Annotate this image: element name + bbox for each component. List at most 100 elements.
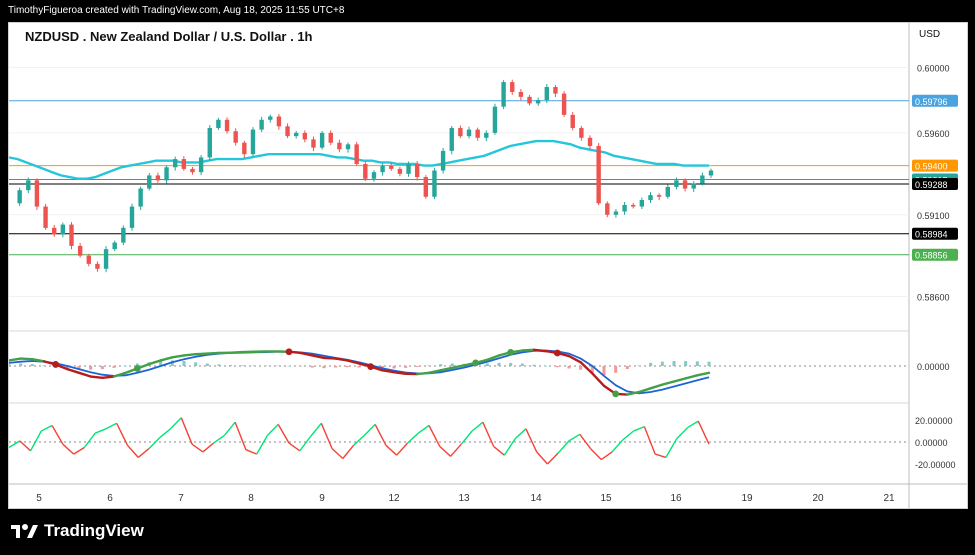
osc1-main-segment <box>579 361 594 375</box>
histogram-bar <box>77 366 81 370</box>
histogram-bar <box>30 364 34 366</box>
osc1-cross-marker <box>507 348 515 356</box>
osc1-main-segment <box>19 357 34 361</box>
candle-body <box>380 165 385 173</box>
price-tag-box <box>912 177 958 190</box>
candle-body <box>639 200 645 207</box>
osc2-segment <box>331 448 344 460</box>
histogram-bar <box>684 361 688 366</box>
osc2-segment <box>590 448 602 461</box>
histogram-bar <box>124 366 128 367</box>
histogram-bar <box>42 365 46 366</box>
osc2-segment <box>385 444 398 456</box>
osc1-main-segment <box>194 352 209 356</box>
candle-body <box>190 168 195 173</box>
chart-title: NZDUSD . New Zealand Dollar / U.S. Dolla… <box>25 29 313 44</box>
candle-body <box>233 131 238 143</box>
price-tag-box <box>912 159 958 172</box>
osc1-main-segment <box>171 354 186 359</box>
histogram-bar <box>450 363 454 366</box>
osc2-segment <box>223 421 236 436</box>
osc2-segment <box>353 434 365 446</box>
osc2-segment <box>643 426 656 455</box>
osc2-segment <box>309 422 322 437</box>
time-axis-tick: 20 <box>812 493 824 504</box>
osc2-segment <box>137 448 150 458</box>
tradingview-logo-icon <box>11 524 38 538</box>
price-tag-label: 0.59796 <box>915 97 948 107</box>
candle-body <box>587 137 593 146</box>
osc1-main-segment <box>381 369 396 374</box>
price-tag-box <box>912 94 958 107</box>
candle-body <box>155 175 161 181</box>
histogram-bar <box>100 366 104 370</box>
candle-body <box>484 132 489 138</box>
candle-body <box>121 227 126 243</box>
osc2-segment <box>546 452 559 465</box>
candle-body <box>596 145 601 204</box>
attribution-text: TimothyFigueroa created with TradingView… <box>8 5 345 16</box>
osc2-segment <box>288 442 301 452</box>
candle-body <box>276 116 282 127</box>
osc2-segment <box>148 437 161 450</box>
candle-body <box>164 167 169 181</box>
histogram-bar <box>9 364 11 366</box>
histogram-bar <box>415 366 419 367</box>
currency-label: USD <box>919 29 940 40</box>
candle-body <box>328 132 333 143</box>
tradingview-brand: TradingView <box>44 521 144 540</box>
osc1-cross-marker <box>612 390 620 398</box>
histogram-bar <box>672 361 676 366</box>
time-axis-tick: 21 <box>883 493 895 504</box>
osc1-main-segment <box>147 359 162 366</box>
time-axis-tick: 8 <box>248 493 254 504</box>
tradingview-logo[interactable]: TradingView <box>10 521 144 541</box>
candle-body <box>449 127 454 151</box>
price-tag-label: 0.58984 <box>915 230 948 240</box>
time-axis-tick: 12 <box>388 493 400 504</box>
candle-body <box>475 129 480 138</box>
chart-svg[interactable]: NZDUSD . New Zealand Dollar / U.S. Dolla… <box>9 23 968 509</box>
histogram-bar <box>485 363 489 366</box>
candle-body <box>570 114 575 128</box>
osc1-main-segment <box>66 367 81 375</box>
time-axis-tick: 5 <box>36 493 42 504</box>
candle-body <box>34 180 40 207</box>
osc1-main-segment <box>159 356 174 362</box>
osc2-segment <box>363 423 376 436</box>
candle-body <box>345 144 351 150</box>
candle-body <box>682 180 688 189</box>
osc2-axis-tick: -20.00000 <box>915 460 956 470</box>
candle-body <box>86 255 91 264</box>
price-tag-label: 0.58856 <box>915 251 948 261</box>
candle-body <box>60 224 66 235</box>
candle-body <box>691 183 696 189</box>
osc2-segment <box>460 430 473 445</box>
chart-area[interactable]: NZDUSD . New Zealand Dollar / U.S. Dolla… <box>8 22 968 509</box>
candle-body <box>440 150 446 171</box>
osc1-cross-marker <box>285 348 293 356</box>
osc1-main-segment <box>112 371 127 378</box>
histogram-bar <box>65 366 69 369</box>
histogram-bar <box>614 366 618 373</box>
osc1-main-segment <box>101 375 116 379</box>
main-axis-tick: 0.59600 <box>917 129 950 139</box>
histogram-bar <box>649 362 653 366</box>
time-axis-tick: 7 <box>178 493 184 504</box>
osc2-segment <box>417 424 430 434</box>
main-axis-tick: 0.60000 <box>917 63 950 73</box>
price-tag-box <box>912 227 958 240</box>
osc2-segment <box>40 424 53 432</box>
candle-body <box>553 87 558 94</box>
histogram-bar <box>567 366 571 369</box>
candle-body <box>147 175 152 189</box>
candle-body <box>95 263 100 269</box>
candlesticks <box>17 79 714 273</box>
histogram-bar <box>497 362 501 366</box>
osc2-segment <box>170 417 182 430</box>
histogram-bar <box>264 365 268 366</box>
candle-body <box>293 132 299 137</box>
osc2-segment <box>234 421 247 450</box>
candle-body <box>648 195 653 201</box>
candle-body <box>406 163 411 174</box>
